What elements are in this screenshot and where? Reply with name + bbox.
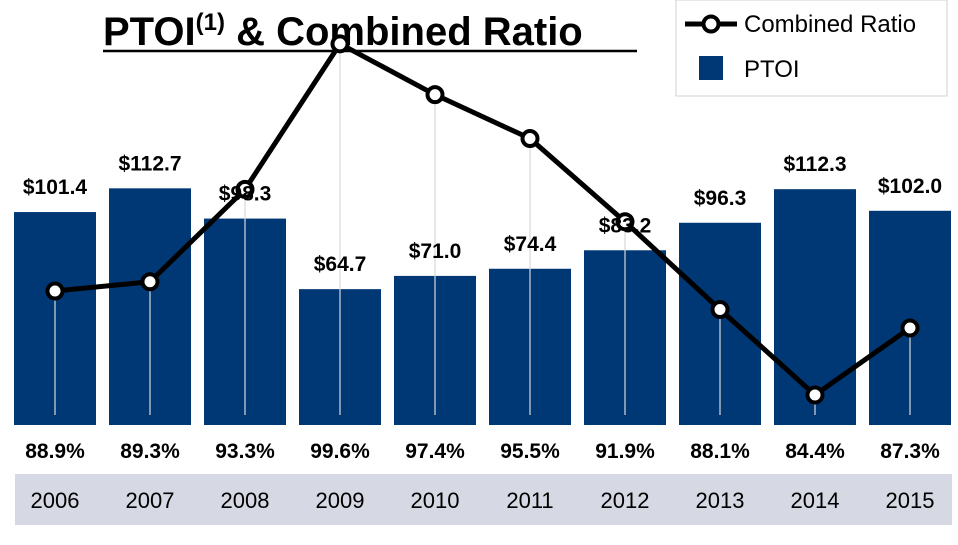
ratio-marker-2011 <box>520 129 540 149</box>
legend: Combined Ratio PTOI <box>675 0 948 97</box>
bar-value-label-2012: $83.2 <box>599 214 652 237</box>
title-rest: & Combined Ratio <box>225 10 583 54</box>
ratio-marker-2006 <box>45 281 65 301</box>
ratio-label-2007: 89.3% <box>120 440 180 463</box>
ratio-label-2014: 84.4% <box>785 440 845 463</box>
legend-bar-swatch <box>699 56 723 80</box>
year-label-2009: 2009 <box>316 488 365 513</box>
ratio-label-2008: 93.3% <box>215 440 275 463</box>
legend-bar-label: PTOI <box>744 56 800 83</box>
bar-value-label-2009: $64.7 <box>314 253 367 276</box>
legend-box <box>675 0 948 97</box>
ratio-marker-2014 <box>805 385 825 405</box>
year-label-2010: 2010 <box>411 488 460 513</box>
bar-value-label-2007: $112.7 <box>118 152 181 175</box>
year-label-2008: 2008 <box>221 488 270 513</box>
bar-value-label-2015: $102.0 <box>878 175 942 198</box>
year-label-2011: 2011 <box>506 488 553 513</box>
drop-lines-layer <box>54 43 911 415</box>
ratio-marker-2012 <box>615 212 635 232</box>
ratio-label-2010: 97.4% <box>405 440 465 463</box>
chart-title: PTOI(1) & Combined Ratio <box>103 9 583 54</box>
ratio-label-2013: 88.1% <box>690 440 750 463</box>
year-band <box>15 474 952 525</box>
year-label-2012: 2012 <box>601 488 650 513</box>
combined-ratio-line <box>54 41 912 398</box>
year-label-2007: 2007 <box>126 488 175 513</box>
title-superscript: (1) <box>196 9 225 36</box>
year-label-2014: 2014 <box>791 488 840 513</box>
ratio-label-2012: 91.9% <box>595 440 655 463</box>
ratio-marker-2007 <box>140 272 160 292</box>
ratio-marker-2015 <box>900 318 920 338</box>
bar-value-label-2006: $101.4 <box>23 176 88 199</box>
ratio-label-2015: 87.3% <box>880 440 940 463</box>
ratio-marker-2010 <box>425 85 445 105</box>
labels-layer: $101.4 88.9% 2006 $112.7 89.3% 2007 $98.3 93.3%… <box>23 152 942 513</box>
ratio-marker-2013 <box>710 299 730 319</box>
bar-value-label-2011: $74.4 <box>504 233 557 256</box>
ratio-label-2011: 95.5% <box>500 440 560 463</box>
legend-line-marker <box>701 14 721 34</box>
bar-value-label-2008: $98.3 <box>219 183 272 206</box>
ratio-label-2009: 99.6% <box>310 440 370 463</box>
bar-value-label-2014: $112.3 <box>783 153 846 176</box>
year-label-2015: 2015 <box>886 488 935 513</box>
bar-value-label-2010: $71.0 <box>409 240 462 263</box>
legend-line-label: Combined Ratio <box>744 11 916 38</box>
title-main: PTOI <box>103 10 196 54</box>
ratio-marker-2008 <box>235 179 255 199</box>
combined-ratio-line-layer <box>45 34 920 405</box>
year-label-2006: 2006 <box>31 488 80 513</box>
ratio-marker-2009 <box>330 34 350 54</box>
year-label-2013: 2013 <box>696 488 745 513</box>
ratio-label-2006: 88.9% <box>25 440 85 463</box>
bar-value-label-2013: $96.3 <box>694 187 747 210</box>
